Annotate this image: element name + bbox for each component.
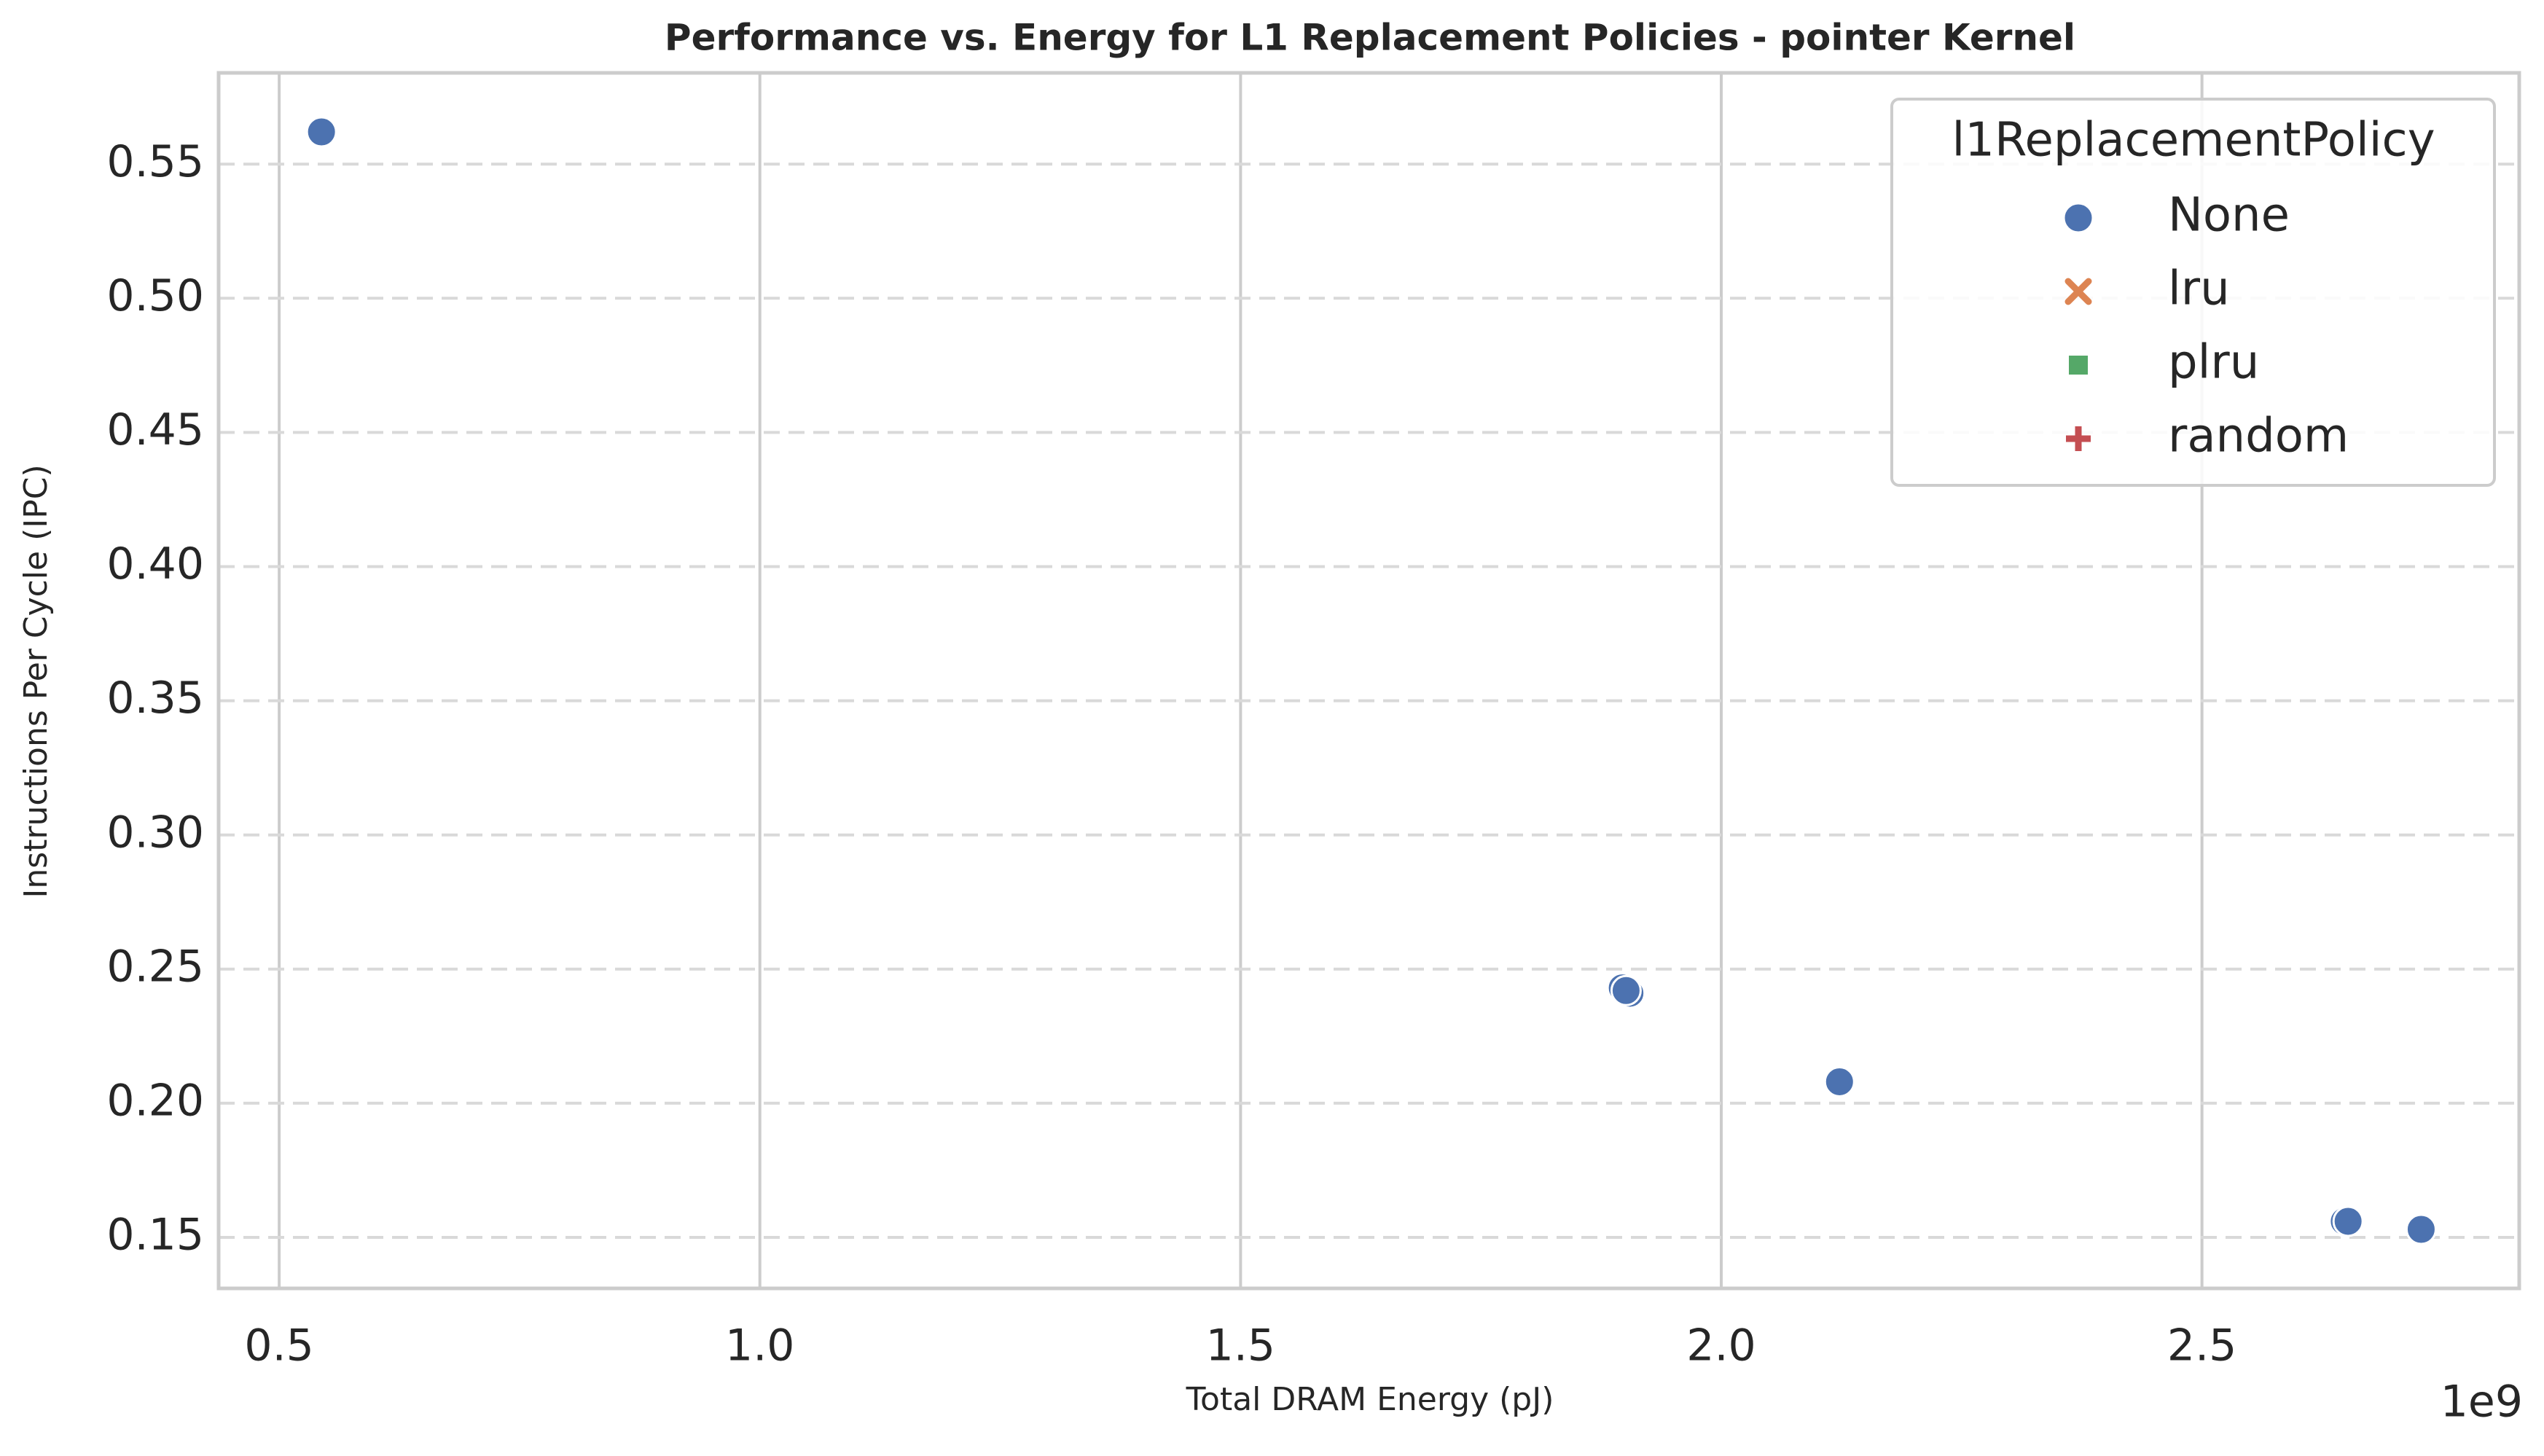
y-tick-label: 0.25 [106, 941, 204, 992]
legend-label: lru [2168, 262, 2230, 316]
legend: l1ReplacementPolicy None lru plru random [1890, 98, 2496, 487]
legend-label: plru [2168, 336, 2259, 390]
legend-marker-x [2064, 278, 2092, 305]
x-axis-offset-text: 1e9 [2441, 1377, 2523, 1428]
data-point [305, 116, 337, 148]
x-tick-label: 2.0 [1686, 1320, 1756, 1371]
y-tick-label: 0.55 [106, 136, 204, 187]
chart-title: Performance vs. Energy for L1 Replacemen… [665, 17, 2075, 59]
data-points [305, 116, 2437, 1245]
legend-entries: None lru plru random [2062, 189, 2349, 463]
x-tick-label: 1.5 [1206, 1320, 1275, 1371]
legend-marker-plus [2066, 426, 2091, 451]
legend-label: None [2168, 189, 2290, 243]
legend-marker-circle [2062, 202, 2094, 234]
x-tick-label: 2.5 [2167, 1320, 2236, 1371]
y-tick-label: 0.40 [106, 539, 204, 590]
x-tick-label: 0.5 [244, 1320, 313, 1371]
data-point [1610, 974, 1642, 1006]
data-point [1823, 1065, 1855, 1097]
y-tick-label: 0.15 [106, 1210, 204, 1261]
y-tick-label: 0.45 [106, 404, 204, 455]
plot-area-frame [216, 71, 2521, 1291]
grid-lines [219, 73, 2519, 1288]
data-point [2405, 1213, 2437, 1245]
legend-box [1890, 98, 2496, 487]
data-point [2332, 1205, 2364, 1237]
legend-title: l1ReplacementPolicy [1952, 114, 2435, 168]
legend-label: random [2168, 410, 2349, 463]
x-tick-label: 1.0 [725, 1320, 794, 1371]
y-tick-label: 0.50 [106, 270, 204, 321]
axis-ticks: 0.5 1.0 1.5 2.0 2.5 0.15 0.20 0.25 0.30 0.35 0.40 0… [106, 136, 2236, 1371]
y-tick-label: 0.30 [106, 807, 204, 858]
y-tick-label: 0.35 [106, 673, 204, 724]
legend-marker-square [2069, 356, 2088, 375]
y-axis-label: Instructions Per Cycle (IPC) [17, 464, 55, 898]
x-axis-label: Total DRAM Energy (pJ) [1186, 1381, 1554, 1418]
y-tick-label: 0.20 [106, 1076, 204, 1127]
